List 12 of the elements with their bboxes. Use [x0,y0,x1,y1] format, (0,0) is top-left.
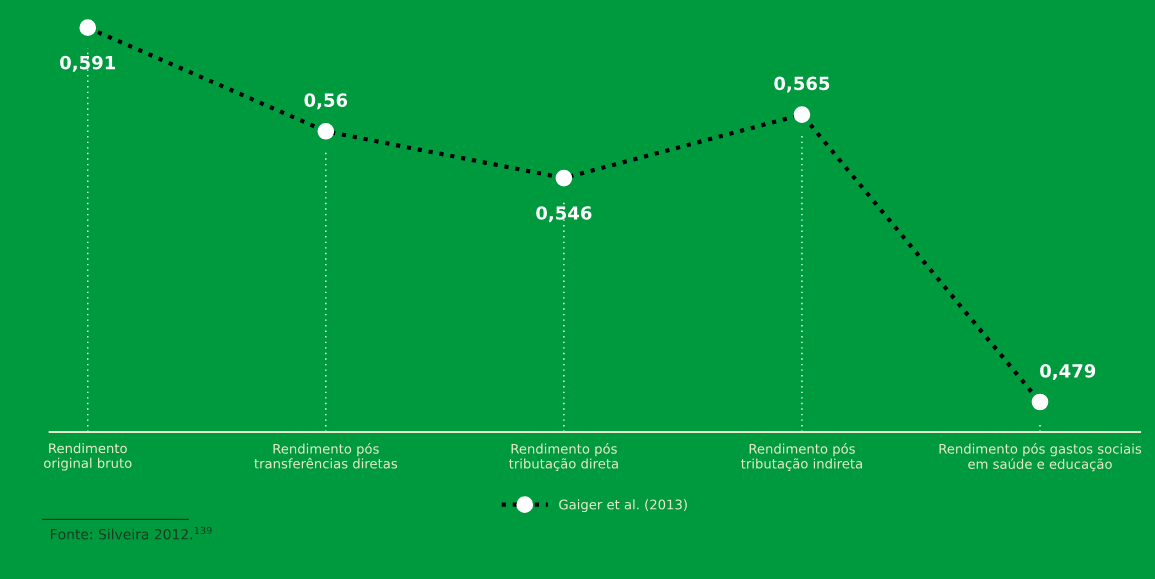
x-tick-label: Rendimento pós tributação direta [509,443,618,471]
x-tick-label: Rendimento pós tributação indireta [741,443,862,471]
data-label: 0,56 [304,93,348,110]
data-label: 0,565 [774,76,830,93]
x-tick-label: Rendimento pós transferências diretas [254,443,398,469]
source-note: Fonte: Silveira 2012.$^{139}$ [51,526,212,540]
data-label: 0,546 [536,206,592,223]
data-label: 0,591 [60,55,116,72]
data-label: 0,479 [1040,364,1096,380]
x-tick-label: Rendimento original bruto [44,443,132,471]
legend-label: Gaiger et al. (2013) [559,499,687,513]
x-tick-label: Rendimento pós gastos sociais em saúde e educação [939,443,1142,472]
